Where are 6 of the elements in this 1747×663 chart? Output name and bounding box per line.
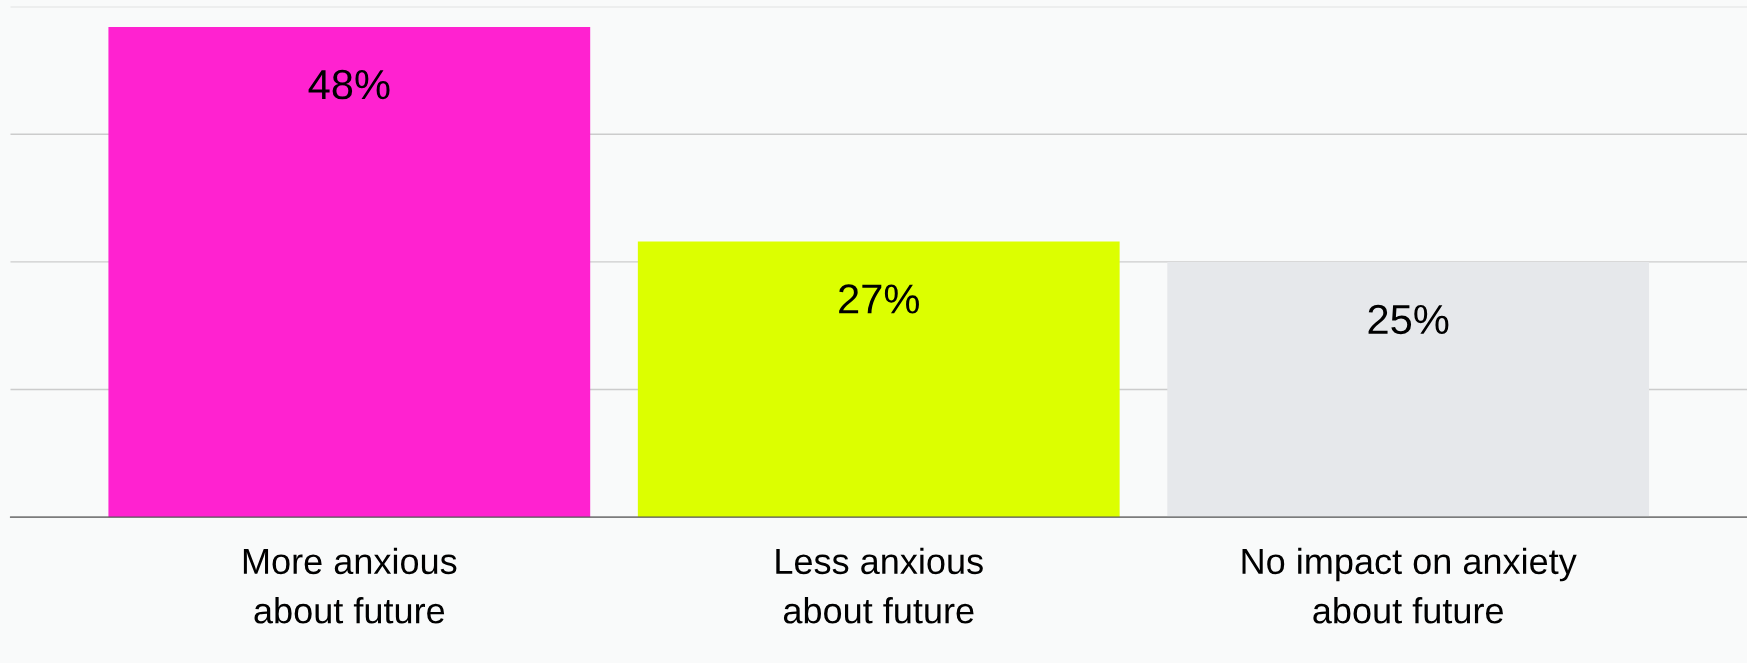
x-tick-label: More anxious about future [243, 547, 457, 624]
x-tick-label: No impact on anxiety about future [1242, 547, 1577, 624]
data-label: 25% [1368, 304, 1449, 335]
data-label: 48% [308, 69, 390, 100]
x-tick-label: Less anxious about future [776, 547, 983, 624]
data-label: 27% [839, 284, 919, 314]
